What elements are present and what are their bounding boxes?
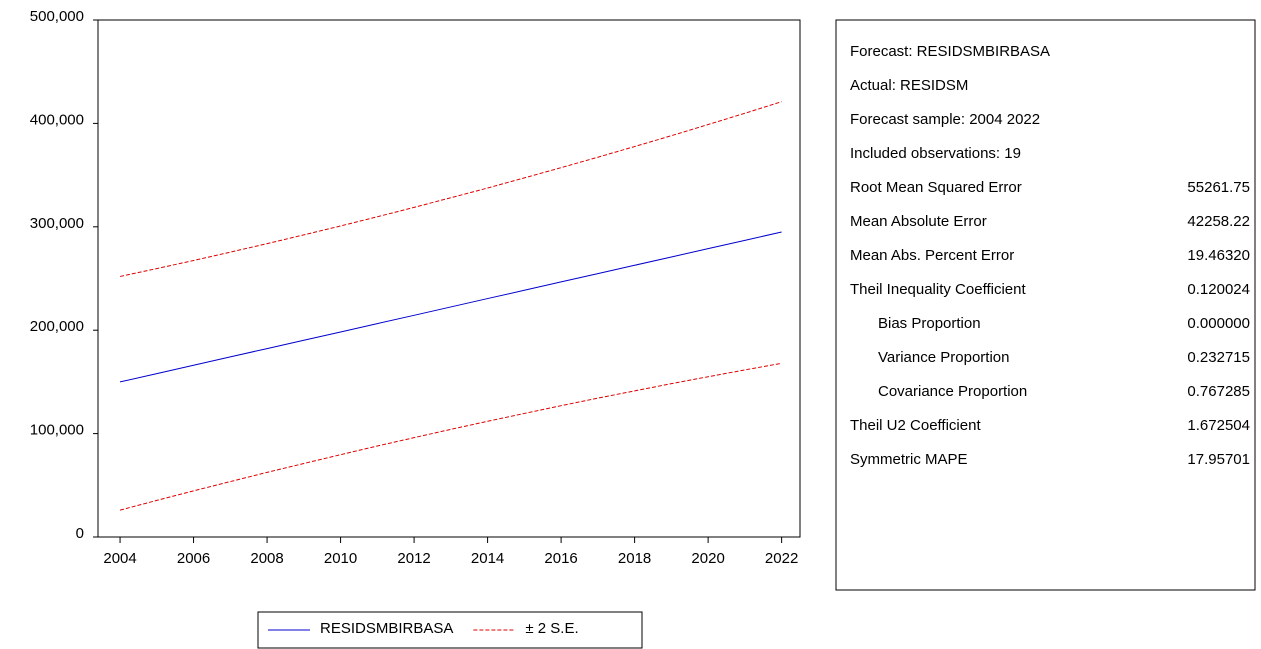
plot-frame <box>97 19 801 538</box>
series-line <box>119 362 782 511</box>
stats-label: Symmetric MAPE <box>850 451 968 468</box>
stats-value: 42258.22 <box>1187 213 1250 230</box>
x-tick-label: 2008 <box>250 550 283 567</box>
stats-box <box>835 19 1256 591</box>
x-tick-label: 2022 <box>765 550 798 567</box>
stats-value: 0.000000 <box>1187 315 1250 332</box>
x-tick-label: 2018 <box>618 550 651 567</box>
y-tick-label: 400,000 <box>30 111 84 128</box>
stats-label: Root Mean Squared Error <box>850 179 1022 196</box>
x-tick-label: 2010 <box>324 550 357 567</box>
legend-label: ± 2 S.E. <box>525 620 578 637</box>
legend-label: RESIDSMBIRBASA <box>320 620 453 637</box>
x-tick-label: 2014 <box>471 550 504 567</box>
stats-value: 0.232715 <box>1187 349 1250 366</box>
y-tick-label: 500,000 <box>30 8 84 25</box>
stats-label: Theil U2 Coefficient <box>850 417 981 434</box>
stats-header: Forecast sample: 2004 2022 <box>850 111 1040 128</box>
legend-box <box>257 611 643 649</box>
stats-value: 0.767285 <box>1187 383 1250 400</box>
stats-value: 55261.75 <box>1187 179 1250 196</box>
x-tick-label: 2006 <box>177 550 210 567</box>
y-tick-label: 0 <box>76 525 84 542</box>
x-tick-label: 2004 <box>103 550 136 567</box>
x-tick-label: 2020 <box>691 550 724 567</box>
stats-header: Forecast: RESIDSMBIRBASA <box>850 43 1050 60</box>
stats-value: 19.46320 <box>1187 247 1250 264</box>
stats-header: Included observations: 19 <box>850 145 1021 162</box>
stats-label: Theil Inequality Coefficient <box>850 281 1026 298</box>
y-tick-label: 100,000 <box>30 422 84 439</box>
stats-label: Mean Absolute Error <box>850 213 987 230</box>
stats-label: Mean Abs. Percent Error <box>850 247 1014 264</box>
stats-value: 0.120024 <box>1187 281 1250 298</box>
stats-label: Variance Proportion <box>878 349 1009 366</box>
x-tick-label: 2016 <box>544 550 577 567</box>
stats-value: 1.672504 <box>1187 417 1250 434</box>
stats-value: 17.95701 <box>1187 451 1250 468</box>
y-tick-label: 300,000 <box>30 215 84 232</box>
y-tick-label: 200,000 <box>30 318 84 335</box>
series-line <box>119 101 782 277</box>
stats-label: Bias Proportion <box>878 315 981 332</box>
stats-header: Actual: RESIDSM <box>850 77 968 94</box>
stats-label: Covariance Proportion <box>878 383 1027 400</box>
x-tick-label: 2012 <box>397 550 430 567</box>
series-line <box>119 231 782 383</box>
